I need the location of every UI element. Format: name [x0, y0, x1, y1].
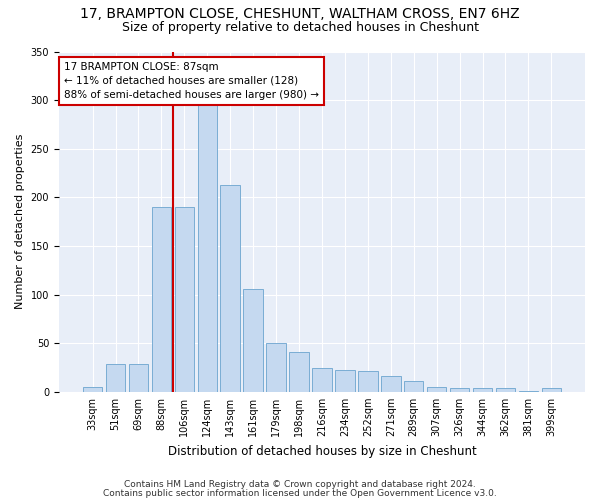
Bar: [197, 105, 217, 392]
Bar: [381, 376, 401, 392]
Bar: [152, 207, 171, 392]
Bar: [335, 370, 355, 392]
Bar: [450, 388, 469, 392]
Bar: [518, 391, 538, 392]
Bar: [312, 368, 332, 392]
Text: Contains public sector information licensed under the Open Government Licence v3: Contains public sector information licen…: [103, 488, 497, 498]
Bar: [496, 388, 515, 392]
Text: Size of property relative to detached houses in Cheshunt: Size of property relative to detached ho…: [121, 21, 479, 34]
Text: 17, BRAMPTON CLOSE, CHESHUNT, WALTHAM CROSS, EN7 6HZ: 17, BRAMPTON CLOSE, CHESHUNT, WALTHAM CR…: [80, 8, 520, 22]
Bar: [220, 184, 240, 392]
Bar: [358, 372, 377, 392]
Bar: [404, 381, 424, 392]
X-axis label: Distribution of detached houses by size in Cheshunt: Distribution of detached houses by size …: [167, 444, 476, 458]
Bar: [542, 388, 561, 392]
Bar: [128, 364, 148, 392]
Bar: [244, 288, 263, 392]
Bar: [266, 343, 286, 392]
Y-axis label: Number of detached properties: Number of detached properties: [15, 134, 25, 310]
Bar: [83, 387, 103, 392]
Text: Contains HM Land Registry data © Crown copyright and database right 2024.: Contains HM Land Registry data © Crown c…: [124, 480, 476, 489]
Text: 17 BRAMPTON CLOSE: 87sqm
← 11% of detached houses are smaller (128)
88% of semi-: 17 BRAMPTON CLOSE: 87sqm ← 11% of detach…: [64, 62, 319, 100]
Bar: [175, 207, 194, 392]
Bar: [427, 387, 446, 392]
Bar: [289, 352, 309, 392]
Bar: [473, 388, 492, 392]
Bar: [106, 364, 125, 392]
